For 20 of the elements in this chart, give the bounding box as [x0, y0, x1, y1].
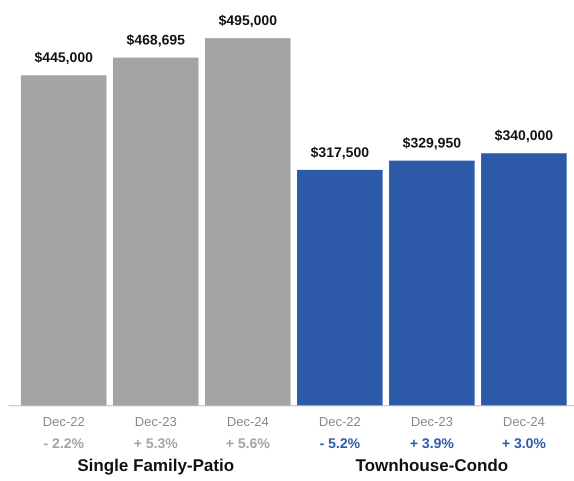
bar [20, 75, 107, 406]
x-tick-label: Dec-24 + 5.6% [226, 414, 270, 451]
bar [204, 38, 291, 406]
bar [112, 58, 199, 406]
data-label: $445,000 [34, 49, 94, 66]
data-label: $317,500 [310, 144, 370, 160]
x-tick-label: Dec-22 - 2.2% [42, 414, 85, 451]
x-tick-label: Dec-24 + 3.0% [502, 414, 546, 451]
data-label: $468,695 [126, 32, 186, 48]
bar [481, 153, 567, 406]
x-tick-label: Dec-22 - 5.2% [318, 414, 361, 451]
bar [389, 160, 475, 406]
bar [297, 170, 383, 406]
data-label: $495,000 [218, 12, 278, 28]
data-label: $340,000 [494, 127, 554, 144]
data-label: $329,950 [402, 134, 462, 151]
x-tick-label: Dec-23 + 3.9% [410, 414, 454, 451]
text: Townhouse-Condo [356, 456, 508, 475]
text: Single Family-Patio [77, 456, 234, 475]
x-tick-label: Dec-23 + 5.3% [134, 414, 178, 451]
